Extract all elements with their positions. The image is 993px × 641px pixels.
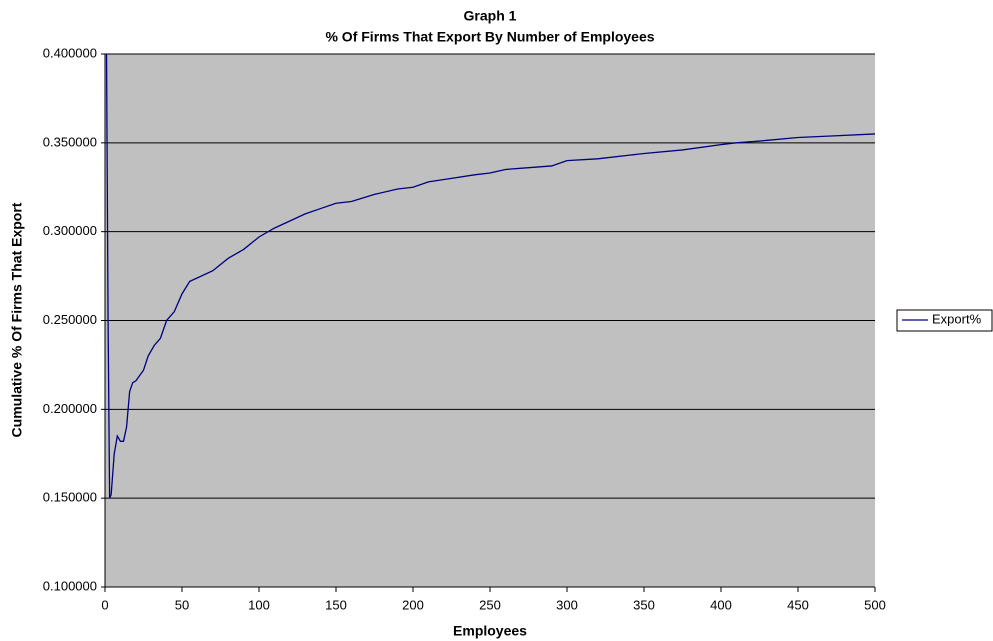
x-tick-label: 200 [402, 597, 424, 612]
x-tick-label: 100 [248, 597, 270, 612]
x-tick-label: 450 [787, 597, 809, 612]
x-tick-label: 50 [175, 597, 189, 612]
x-tick-label: 300 [556, 597, 578, 612]
x-tick-label: 0 [101, 597, 108, 612]
x-tick-label: 500 [864, 597, 886, 612]
y-tick-label: 0.300000 [43, 223, 97, 238]
y-tick-label: 0.150000 [43, 490, 97, 505]
series-line [105, 53, 876, 499]
y-tick-label: 0.400000 [43, 45, 97, 60]
y-axis-label: Cumulative % Of Firms That Export [9, 202, 25, 437]
x-tick-label: 250 [479, 597, 501, 612]
x-tick-label: 150 [325, 597, 347, 612]
legend [896, 309, 993, 332]
y-tick-label: 0.350000 [43, 134, 97, 149]
x-tick-label: 350 [633, 597, 655, 612]
y-tick-label: 0.200000 [43, 401, 97, 416]
legend-label: Export% [932, 311, 982, 326]
y-tick-label: 0.250000 [43, 312, 97, 327]
chart-title: Graph 1 [464, 8, 517, 24]
x-axis-label: Employees [453, 623, 527, 639]
x-tick-label: 400 [710, 597, 732, 612]
y-tick-label: 0.100000 [43, 578, 97, 593]
chart-subtitle: % Of Firms That Export By Number of Empl… [325, 29, 654, 45]
